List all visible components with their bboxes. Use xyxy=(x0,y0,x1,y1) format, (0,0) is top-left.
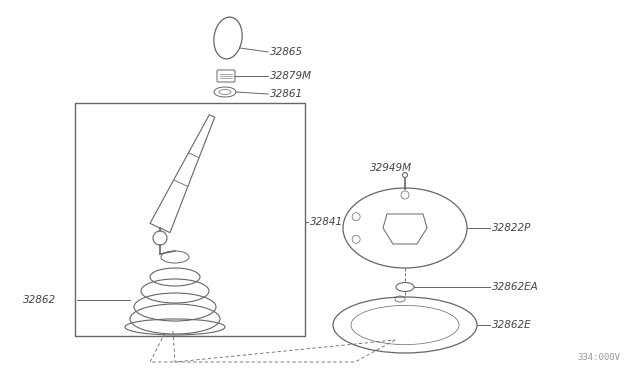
Text: 32862E: 32862E xyxy=(492,320,532,330)
Text: 32865: 32865 xyxy=(270,47,303,57)
Text: 32862: 32862 xyxy=(23,295,56,305)
Text: 32861: 32861 xyxy=(270,89,303,99)
Text: 32841: 32841 xyxy=(310,217,343,227)
Text: 32822P: 32822P xyxy=(492,223,531,233)
Text: 32949M: 32949M xyxy=(370,163,412,173)
Bar xyxy=(75,103,305,336)
Text: 334:000V: 334:000V xyxy=(577,353,620,362)
Text: 32879M: 32879M xyxy=(270,71,312,81)
Text: 32862EA: 32862EA xyxy=(492,282,539,292)
